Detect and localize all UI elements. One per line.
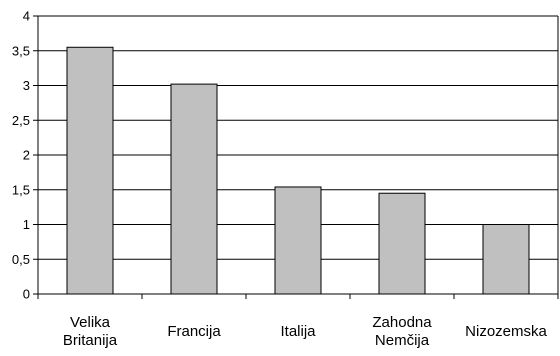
y-tick-labels: 0 0,5 1 1,5 2 2,5 3 3,5 4 bbox=[12, 9, 30, 302]
x-category-label-line: Zahodna bbox=[372, 314, 432, 331]
x-category-label-line: Italija bbox=[280, 323, 316, 340]
x-category-labels: Velika Britanija Francija Italija Zahodna Nem… bbox=[63, 314, 548, 349]
y-tick-label: 3,5 bbox=[12, 43, 30, 58]
axes bbox=[33, 15, 559, 299]
x-category-label: Nizozemska bbox=[465, 323, 547, 340]
bar bbox=[378, 192, 426, 295]
x-category-label-line: Francija bbox=[167, 323, 221, 340]
y-tick-label: 1,5 bbox=[12, 182, 30, 197]
x-category-label: Velika Britanija bbox=[63, 314, 118, 349]
bar bbox=[274, 186, 322, 295]
bars bbox=[66, 46, 530, 295]
y-tick-label: 2 bbox=[23, 148, 30, 163]
y-tick-label: 3 bbox=[23, 78, 30, 93]
y-tick-label: 2,5 bbox=[12, 113, 30, 128]
bar bbox=[170, 83, 218, 295]
x-category-label: Italija bbox=[280, 323, 316, 340]
x-category-label-line: Nemčija bbox=[375, 332, 430, 349]
bar bbox=[482, 224, 530, 295]
x-category-label: Francija bbox=[167, 323, 221, 340]
y-tick-label: 0,5 bbox=[12, 252, 30, 267]
x-category-label-line: Britanija bbox=[63, 332, 118, 349]
x-category-label-line: Velika bbox=[70, 314, 111, 331]
x-category-label: Zahodna Nemčija bbox=[372, 314, 432, 349]
y-tick-label: 0 bbox=[23, 287, 30, 302]
y-tick-label: 1 bbox=[23, 217, 30, 232]
bar bbox=[66, 46, 114, 295]
y-tick-label: 4 bbox=[23, 9, 30, 24]
x-category-label-line: Nizozemska bbox=[465, 323, 547, 340]
